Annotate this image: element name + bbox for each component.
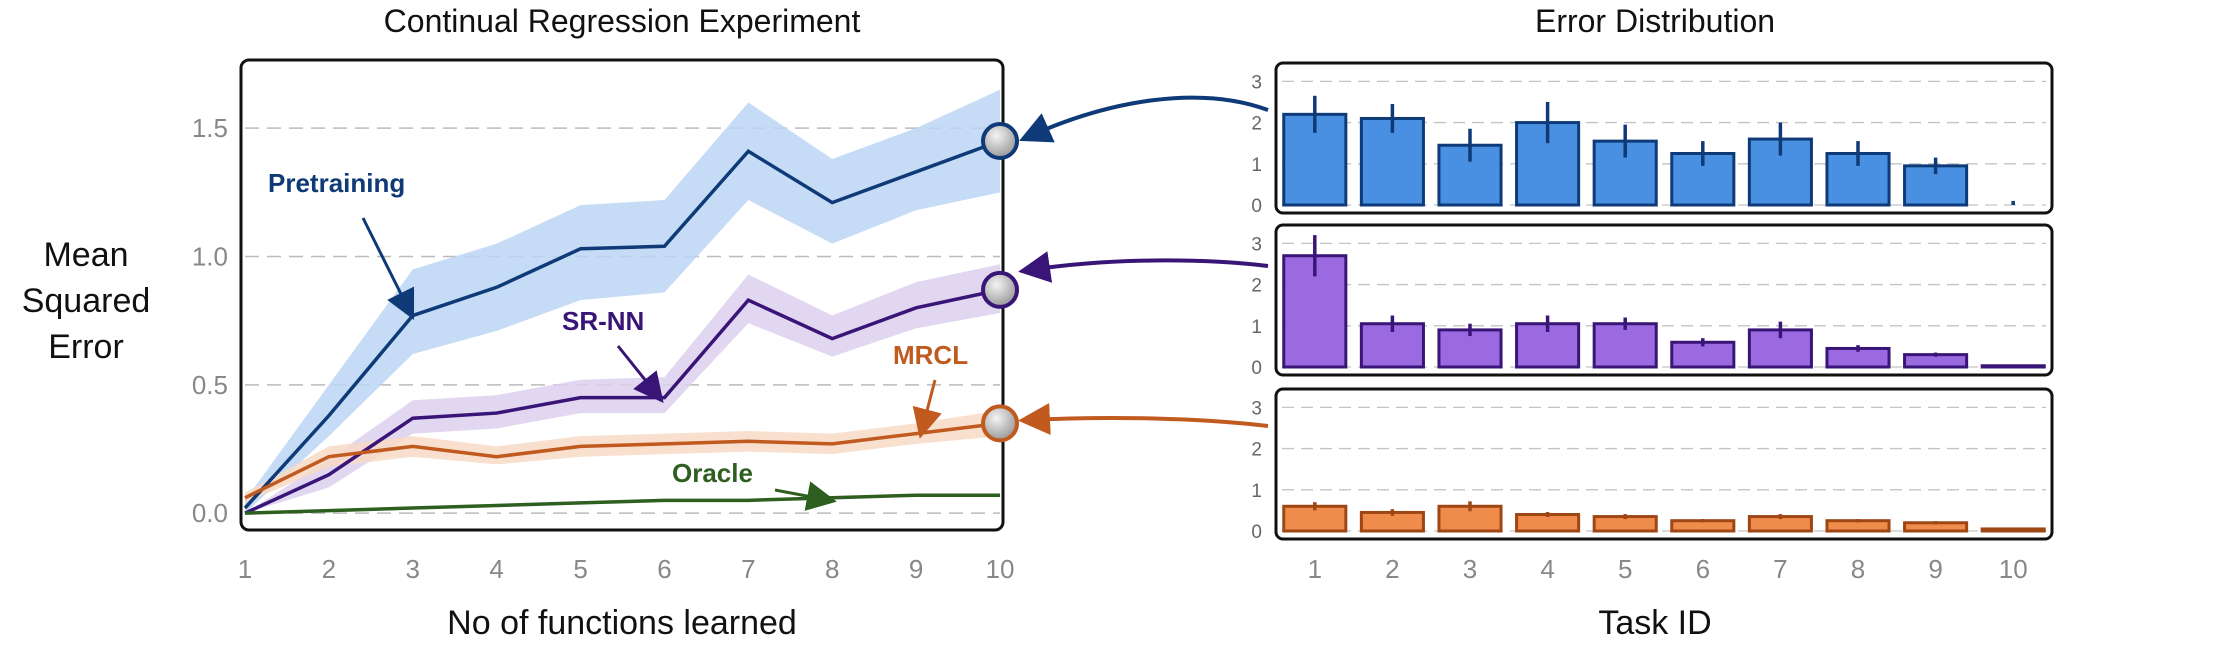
line-chart-title: Continual Regression Experiment xyxy=(384,3,861,39)
y-tick-label: 0.0 xyxy=(192,498,228,528)
bar-y-tick-label: 2 xyxy=(1251,114,1262,135)
annotation-oracle-arrow xyxy=(774,481,837,511)
endpoint-mrcl xyxy=(981,404,1019,443)
bar-y-tick-label: 0 xyxy=(1251,358,1262,379)
x-tick-label: 2 xyxy=(322,554,336,584)
line-chart-ylabel-2: Squared xyxy=(22,282,151,320)
x-tick-label: 8 xyxy=(825,554,839,584)
line-chart-endpoints xyxy=(981,122,1019,443)
bar-y-tick-label: 3 xyxy=(1251,398,1262,419)
x-tick-label: 4 xyxy=(489,554,503,584)
bar-y-tick-label: 0 xyxy=(1251,196,1262,217)
series-oracle xyxy=(244,493,1000,515)
x-tick-label: 9 xyxy=(909,554,923,584)
bar-panel-pretraining: 0 1 2 3 xyxy=(1251,61,2054,217)
bar-chart-xlabel: Task ID xyxy=(1598,604,1711,642)
endpoint-srnn xyxy=(981,270,1019,309)
bar-srnn-5 xyxy=(1592,322,1658,369)
x-tick-label: 1 xyxy=(238,554,252,584)
bar-x-tick-label: 8 xyxy=(1851,554,1865,584)
bar-chart-title: Error Distribution xyxy=(1535,3,1775,39)
bar-panel-frame xyxy=(1274,61,2054,215)
connector-mrcl xyxy=(1018,403,1269,435)
annotation-mrcl: MRCL xyxy=(893,340,968,370)
connectors xyxy=(1018,95,1269,435)
x-tick-label: 10 xyxy=(986,554,1015,584)
band-srnn xyxy=(245,264,1000,514)
series-mrcl xyxy=(244,421,1001,500)
bar-chart-panels: 0 1 2 3 0 1 2 3 0 1 2 3 xyxy=(1251,61,2054,543)
y-tick-label: 1.5 xyxy=(192,113,228,143)
bar-x-tick-label: 10 xyxy=(1999,554,2028,584)
bar-x-tick-label: 3 xyxy=(1463,554,1477,584)
bar-y-tick-label: 3 xyxy=(1251,234,1262,255)
line-chart-ticks: 0.0 0.5 1.0 1.5 1 2 3 4 5 6 7 8 9 10 xyxy=(192,113,1015,584)
line-chart-annotations: Pretraining SR-NN MRCL Oracle xyxy=(268,168,968,511)
connector-srnn xyxy=(1018,251,1269,283)
bar-x-tick-label: 2 xyxy=(1385,554,1399,584)
band-pretraining xyxy=(245,89,1000,514)
bar-y-tick-label: 3 xyxy=(1251,72,1262,93)
bar-mrcl-10 xyxy=(1980,527,2046,533)
line-chart-ylabel-3: Error xyxy=(48,328,124,366)
annotation-srnn-arrow xyxy=(616,345,664,404)
bar-y-tick-label: 0 xyxy=(1251,522,1262,543)
annotation-mrcl-arrow xyxy=(912,379,942,439)
bar-y-tick-label: 2 xyxy=(1251,276,1262,297)
line-chart-bands xyxy=(245,89,1000,514)
bar-y-tick-label: 1 xyxy=(1251,481,1262,502)
bar-panel-frame xyxy=(1274,223,2054,377)
x-tick-label: 6 xyxy=(657,554,671,584)
annotation-pretraining: Pretraining xyxy=(268,168,405,198)
bar-x-tick-label: 4 xyxy=(1540,554,1554,584)
y-tick-label: 1.0 xyxy=(192,242,228,272)
annotation-oracle: Oracle xyxy=(672,458,753,488)
band-mrcl xyxy=(245,410,1000,503)
connector-pretraining xyxy=(1019,95,1269,143)
bar-x-tick-label: 5 xyxy=(1618,554,1632,584)
line-chart-ylabel-1: Mean xyxy=(43,236,128,274)
x-tick-label: 5 xyxy=(573,554,587,584)
bar-y-tick-label: 1 xyxy=(1251,155,1262,176)
annotation-srnn: SR-NN xyxy=(562,306,644,336)
x-tick-label: 3 xyxy=(406,554,420,584)
annotation-pretraining-arrow xyxy=(361,217,415,321)
bar-panel-frame xyxy=(1274,387,2054,541)
bar-x-tick-label: 1 xyxy=(1308,554,1322,584)
bar-srnn-10 xyxy=(1980,364,2046,369)
series-srnn xyxy=(244,288,1001,515)
endpoint-pretraining xyxy=(981,122,1019,160)
x-tick-label: 7 xyxy=(741,554,755,584)
line-chart-xlabel: No of functions learned xyxy=(447,604,797,642)
bar-x-tick-label: 6 xyxy=(1696,554,1710,584)
bar-panel-srnn: 0 1 2 3 xyxy=(1251,223,2054,379)
line-chart-series xyxy=(243,139,1001,515)
bar-x-tick-label: 9 xyxy=(1928,554,1942,584)
y-tick-label: 0.5 xyxy=(192,370,228,400)
bar-chart-x-ticks: 1 2 3 4 5 6 7 8 9 10 xyxy=(1308,554,2028,584)
bar-y-tick-label: 1 xyxy=(1251,317,1262,338)
bar-y-tick-label: 2 xyxy=(1251,440,1262,461)
bar-x-tick-label: 7 xyxy=(1773,554,1787,584)
series-pretraining xyxy=(243,139,1001,510)
bar-panel-mrcl: 0 1 2 3 xyxy=(1251,387,2054,543)
